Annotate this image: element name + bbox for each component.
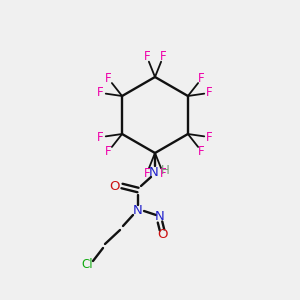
Text: O: O [110, 179, 120, 193]
Text: F: F [105, 145, 112, 158]
Text: F: F [143, 167, 150, 180]
Text: F: F [160, 167, 166, 180]
Text: O: O [157, 229, 167, 242]
Text: F: F [198, 72, 205, 85]
Text: F: F [198, 145, 205, 158]
Text: F: F [105, 72, 112, 85]
Text: F: F [143, 50, 150, 63]
Text: F: F [206, 130, 213, 144]
Text: F: F [206, 86, 213, 99]
Text: F: F [160, 50, 166, 63]
Text: H: H [160, 164, 169, 178]
Text: Cl: Cl [81, 259, 93, 272]
Text: N: N [155, 211, 165, 224]
Text: F: F [97, 130, 104, 144]
Text: N: N [149, 166, 159, 178]
Text: F: F [97, 86, 104, 99]
Text: N: N [133, 203, 143, 217]
